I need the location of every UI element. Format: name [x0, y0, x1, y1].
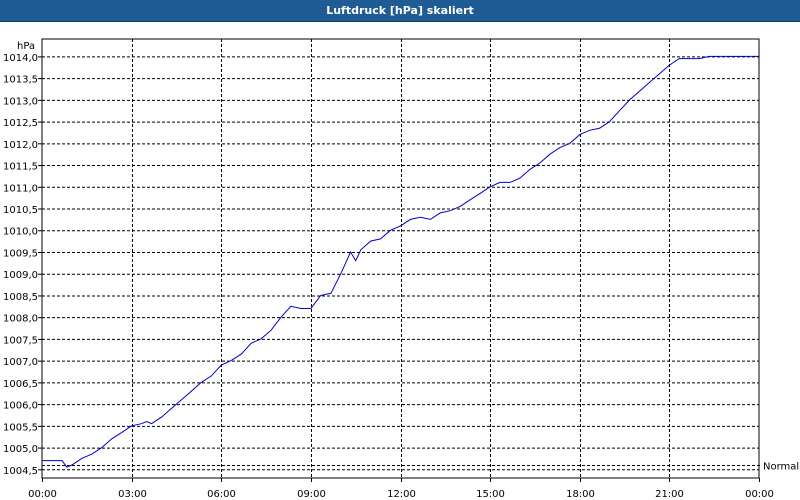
y-tick-label: 1010,5 [3, 205, 38, 216]
reference-label-normal: Normal [763, 461, 799, 472]
chart-title-bar: Luftdruck [hPa] skaliert [0, 0, 800, 22]
grid-layer [42, 39, 761, 478]
chart-title: Luftdruck [hPa] skaliert [326, 4, 474, 17]
y-tick-label: 1005,0 [3, 444, 38, 455]
x-tick-time-label: 03:00 [118, 489, 147, 500]
y-tick-label: 1011,5 [3, 162, 38, 173]
y-tick-label: 1005,5 [3, 422, 38, 433]
x-tick-time-label: 12:00 [387, 489, 416, 500]
series-line-luftdruck [42, 55, 759, 468]
y-tick-label: 1011,0 [3, 183, 38, 194]
y-tick-label: 1012,0 [3, 140, 38, 151]
x-tick-time-label: 06:00 [207, 489, 236, 500]
y-tick-label: 1009,5 [3, 248, 38, 259]
y-tick-label: 1010,0 [3, 227, 38, 238]
y-axis-label: hPa [17, 41, 35, 52]
x-tick-time-label: 15:00 [476, 489, 505, 500]
y-axis-ticks: 1004,5 1005,0 1005,5 1006,0 1006,5 1007,0 1007… [3, 53, 42, 477]
y-tick-label: 1013,0 [3, 96, 38, 107]
x-tick-time-label: 21:00 [655, 489, 684, 500]
plot-frame [41, 38, 760, 479]
y-tick-label: 1008,5 [3, 292, 38, 303]
y-tick-label: 1013,5 [3, 75, 38, 86]
x-axis-ticks: 00:0016.06.1703:0016.06.1706:0016.06.170… [28, 478, 774, 500]
x-tick-time-label: 00:00 [28, 489, 57, 500]
y-tick-label: 1008,0 [3, 314, 38, 325]
y-tick-label: 1006,5 [3, 379, 38, 390]
y-tick-label: 1007,0 [3, 357, 38, 368]
x-tick-time-label: 00:00 [745, 489, 774, 500]
x-tick-time-label: 18:00 [566, 489, 595, 500]
y-tick-label: 1014,0 [3, 53, 38, 64]
y-tick-label: 1006,0 [3, 401, 38, 412]
y-tick-label: 1007,5 [3, 335, 38, 346]
x-tick-time-label: 09:00 [297, 489, 326, 500]
pressure-chart: 1004,5 1005,0 1005,5 1006,0 1006,5 1007,0 1007… [3, 38, 799, 500]
y-tick-label: 1012,5 [3, 118, 38, 129]
y-tick-label: 1004,5 [3, 466, 38, 477]
y-tick-label: 1009,0 [3, 270, 38, 281]
